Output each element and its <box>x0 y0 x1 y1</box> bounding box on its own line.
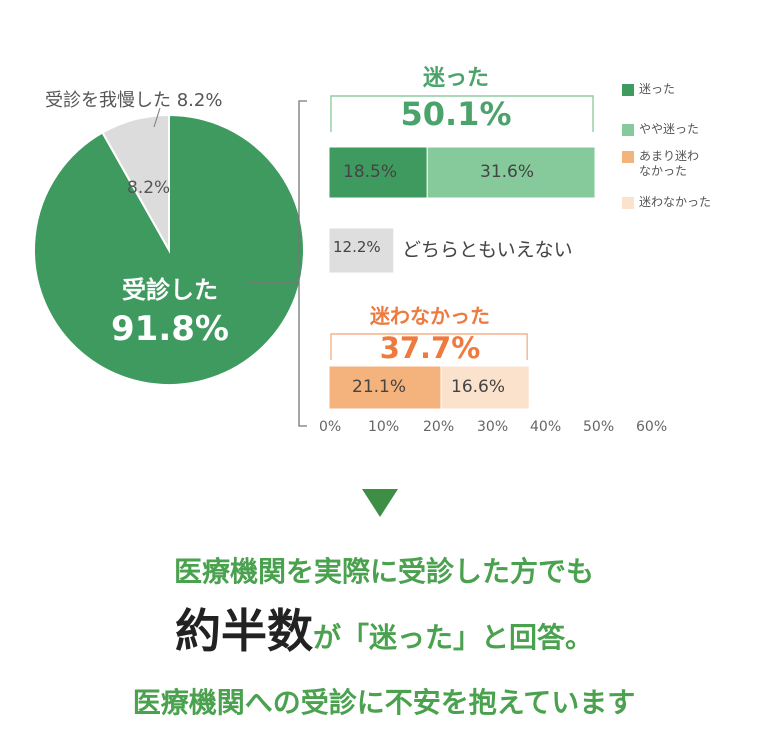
legend: 迷った やや迷った あまり迷わ なかった 迷わなかった <box>622 82 762 210</box>
group-bracket-2 <box>330 333 528 360</box>
bar-label-hesitated: 18.5% <box>343 162 398 182</box>
legend-item-somewhat-hesitated: やや迷った <box>622 122 762 149</box>
bar-label-neutral: 12.2% <box>333 238 381 256</box>
group-title-hesitated: 迷った <box>422 66 489 91</box>
neutral-category-text: どちらともいえない <box>402 239 573 261</box>
down-arrow-icon <box>362 489 398 517</box>
legend-item-not-hesitated: 迷わなかった <box>622 195 762 210</box>
legend-label: あまり迷わ なかった <box>639 149 700 178</box>
legend-label: 迷った <box>639 82 676 96</box>
legend-item-rarely-hesitated: あまり迷わ なかった <box>622 149 762 195</box>
pie-slice-value-large: 91.8% <box>111 309 229 349</box>
x-tick-10: 10% <box>368 419 400 435</box>
legend-label: やや迷った <box>639 122 700 136</box>
x-tick-0: 0% <box>319 419 342 435</box>
x-tick-20: 20% <box>423 419 455 435</box>
legend-swatch-rarely-hesitated <box>622 151 634 163</box>
message-line-2: 約半数が「迷った」と回答。 <box>0 604 768 669</box>
bar-segment-2-1 <box>440 365 530 410</box>
x-tick-30: 30% <box>477 419 509 435</box>
legend-item-hesitated: 迷った <box>622 82 762 122</box>
x-tick-60: 60% <box>636 419 668 435</box>
legend-swatch-hesitated <box>622 84 634 96</box>
group-total-hesitated: 50.1% <box>400 95 512 133</box>
group-total-not-hesitated: 37.7% <box>379 331 481 365</box>
pie-chart <box>33 107 305 386</box>
x-tick-40: 40% <box>530 419 562 435</box>
pie-slice-label-small: 8.2% <box>127 178 171 198</box>
pie-callout-leader <box>153 107 161 128</box>
bar-segment-0-1 <box>426 146 596 199</box>
pie-callout: 受診を我慢した 8.2% <box>45 90 223 111</box>
x-tick-50: 50% <box>583 419 615 435</box>
bar-segment-0-0 <box>328 146 428 199</box>
pie-slice-1 <box>101 113 170 254</box>
message-line-1: 医療機関を実際に受診した方でも <box>173 555 594 588</box>
pie-slice-name-large: 受診した <box>122 276 218 304</box>
bar-segment-1-0 <box>328 227 395 274</box>
legend-swatch-somewhat-hesitated <box>622 124 634 136</box>
bar-label-not-hesitated: 16.6% <box>451 377 506 397</box>
group-bracket-0 <box>330 95 594 132</box>
bar-label-rarely-hesitated: 21.1% <box>352 377 407 397</box>
bar-label-somewhat-hesitated: 31.6% <box>480 162 535 182</box>
group-title-not-hesitated: 迷わなかった <box>370 304 490 328</box>
y-axis-line <box>298 100 307 427</box>
bar-chart <box>245 95 596 427</box>
legend-swatch-not-hesitated <box>622 197 634 209</box>
bar-segment-2-0 <box>328 365 442 410</box>
message-emphasis: 約半数 <box>174 604 313 658</box>
message-line-3: 医療機関への受診に不安を抱えています <box>132 686 636 719</box>
legend-label: 迷わなかった <box>639 195 712 209</box>
message-line-2-rest: が「迷った」と回答。 <box>312 621 593 654</box>
